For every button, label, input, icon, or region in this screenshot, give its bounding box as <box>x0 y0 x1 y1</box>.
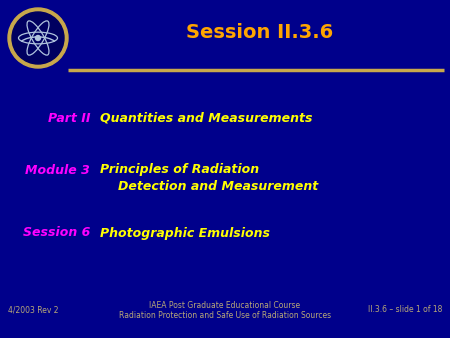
Circle shape <box>36 35 40 41</box>
Text: IAEA Post Graduate Educational Course: IAEA Post Graduate Educational Course <box>149 300 301 310</box>
Text: Principles of Radiation: Principles of Radiation <box>100 164 259 176</box>
Text: Detection and Measurement: Detection and Measurement <box>118 179 318 193</box>
Text: 4/2003 Rev 2: 4/2003 Rev 2 <box>8 306 58 314</box>
Circle shape <box>8 8 68 68</box>
Text: Photographic Emulsions: Photographic Emulsions <box>100 226 270 240</box>
Circle shape <box>12 12 64 64</box>
Text: Part II: Part II <box>48 112 90 124</box>
Circle shape <box>5 5 71 71</box>
Text: Quantities and Measurements: Quantities and Measurements <box>100 112 312 124</box>
Text: Session 6: Session 6 <box>22 226 90 240</box>
Text: Radiation Protection and Safe Use of Radiation Sources: Radiation Protection and Safe Use of Rad… <box>119 312 331 320</box>
Text: Session II.3.6: Session II.3.6 <box>186 23 333 42</box>
Text: Module 3: Module 3 <box>25 164 90 176</box>
Text: II.3.6 – slide 1 of 18: II.3.6 – slide 1 of 18 <box>368 306 442 314</box>
